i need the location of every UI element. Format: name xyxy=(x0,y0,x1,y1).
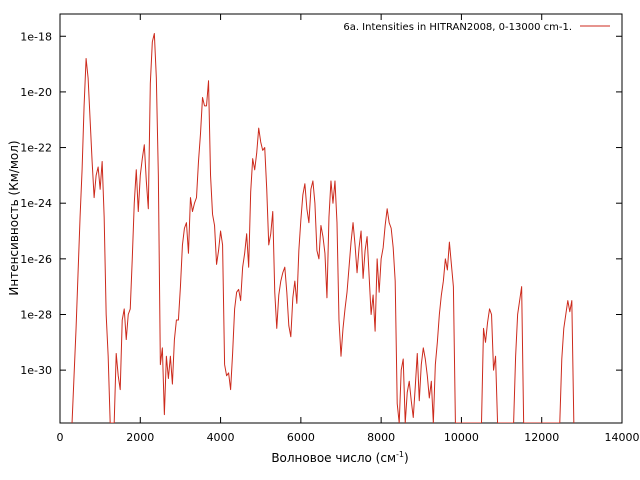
y-tick-label: 1e-20 xyxy=(20,86,52,99)
y-axis-title: Интенсивность (Км/мол) xyxy=(7,140,21,295)
series-line xyxy=(71,32,575,423)
legend-label: 6a. Intensities in HITRAN2008, 0-13000 c… xyxy=(343,22,572,33)
x-tick-label: 0 xyxy=(57,431,64,444)
x-tick-label: 6000 xyxy=(287,431,315,444)
plot-frame xyxy=(59,13,623,424)
x-tick-label: 8000 xyxy=(367,431,395,444)
series-layer xyxy=(71,32,575,423)
y-axis: 1e-18 1e-20 1e-22 1e-24 1e-26 1e-28 1e-30 xyxy=(20,30,622,377)
y-tick-label: 1e-24 xyxy=(20,197,52,210)
y-tick-label: 1e-18 xyxy=(20,30,52,43)
y-tick-label: 1e-30 xyxy=(20,364,52,377)
x-tick-label: 2000 xyxy=(126,431,154,444)
x-tick-label: 4000 xyxy=(207,431,235,444)
x-tick-label: 14000 xyxy=(605,431,640,444)
x-tick-label: 10000 xyxy=(444,431,479,444)
x-axis: 0 2000 4000 6000 8000 10000 12000 14000 xyxy=(57,14,640,444)
y-tick-label: 1e-22 xyxy=(20,142,52,155)
y-tick-label: 1e-28 xyxy=(20,308,52,321)
legend: 6a. Intensities in HITRAN2008, 0-13000 c… xyxy=(343,22,610,33)
x-axis-title: Волновое число (см-1) xyxy=(271,450,408,465)
x-tick-label: 12000 xyxy=(524,431,559,444)
y-tick-label: 1e-26 xyxy=(20,253,52,266)
